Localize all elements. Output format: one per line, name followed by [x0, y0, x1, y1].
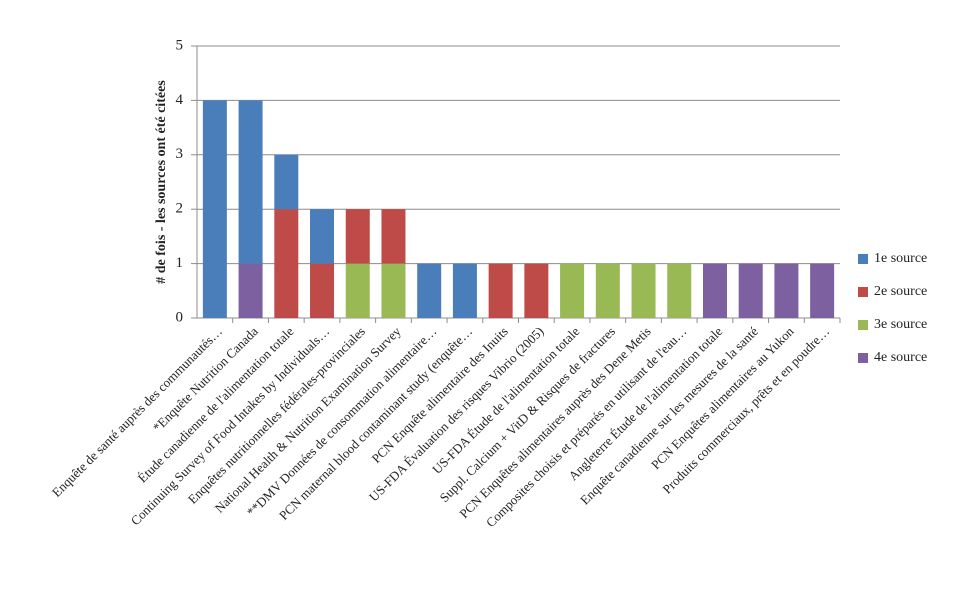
bar-segment — [345, 209, 370, 264]
bar-segment — [560, 263, 585, 318]
bar-segment — [345, 263, 370, 318]
y-axis-title: # de fois - les sources ont été citées — [154, 80, 169, 284]
bar-segment — [310, 263, 335, 318]
y-tick-label: 3 — [176, 146, 184, 162]
bar-segment — [702, 263, 727, 318]
bar-segment — [381, 209, 406, 264]
legend-label: 1e source — [874, 251, 927, 266]
bar-segment — [238, 263, 263, 318]
bar-segment — [310, 209, 335, 264]
bar-segment — [238, 100, 263, 264]
legend-label: 2e source — [874, 284, 927, 299]
bar-segment — [417, 263, 442, 318]
bar-segment — [202, 100, 227, 319]
bar-segment — [274, 209, 299, 318]
x-tick-label: Produits commerciaux, prêts et en poudre… — [659, 324, 832, 497]
legend-swatch — [858, 287, 868, 297]
y-tick-label: 4 — [176, 92, 184, 108]
legend-label: 3e source — [874, 317, 927, 332]
y-tick-label: 1 — [176, 255, 184, 271]
y-tick-label: 2 — [176, 201, 184, 217]
bar-segment — [631, 263, 656, 318]
bar-segment — [274, 154, 299, 210]
bar-segment — [452, 263, 477, 318]
bar-segment — [810, 263, 835, 318]
legend-label: 4e source — [874, 350, 927, 365]
bar-segment — [381, 263, 406, 318]
legend-swatch — [858, 254, 868, 264]
bar-segment — [488, 263, 513, 318]
bar-segment — [595, 263, 620, 318]
legend-swatch — [858, 320, 868, 330]
bar-segment — [774, 263, 799, 318]
bar-segment — [524, 263, 549, 318]
legend-swatch — [858, 353, 868, 363]
y-tick-label: 0 — [176, 309, 184, 325]
bar-segment — [667, 263, 692, 318]
bar-segment — [738, 263, 763, 318]
y-tick-label: 5 — [176, 37, 184, 53]
